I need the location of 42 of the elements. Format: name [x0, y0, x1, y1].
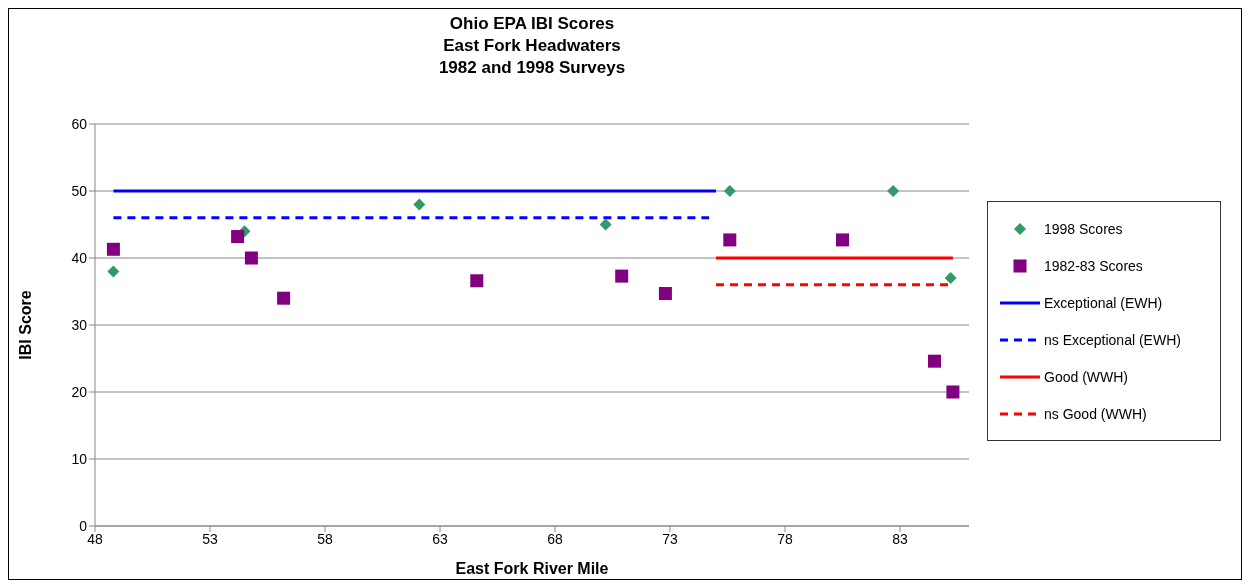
chart-title: Ohio EPA IBI Scores	[448, 13, 616, 35]
point	[470, 274, 484, 288]
y-tick-label: 60	[71, 115, 88, 132]
chart-subtitle: East Fork Headwaters 1982 and 1998 Surveys	[437, 35, 627, 79]
point	[277, 291, 291, 305]
legend-label: Good (WWH)	[1044, 368, 1128, 385]
point	[231, 230, 245, 244]
point	[658, 287, 672, 301]
point	[946, 385, 960, 399]
legend-label: ns Exceptional (EWH)	[1044, 331, 1181, 348]
x-tick-label: 48	[87, 530, 103, 547]
y-axis-title: IBI Score	[16, 290, 34, 360]
point	[107, 265, 120, 278]
x-tick-label: 78	[777, 530, 793, 547]
y-tick-label: 50	[71, 182, 88, 199]
point	[944, 272, 957, 285]
legend-label: ns Good (WWH)	[1044, 405, 1147, 422]
point	[723, 233, 737, 247]
legend-label: 1982-83 Scores	[1044, 257, 1143, 274]
x-tick-label: 58	[317, 530, 333, 547]
legend-label: Exceptional (EWH)	[1044, 294, 1163, 311]
y-tick-label: 0	[79, 517, 88, 534]
x-axis-title: East Fork River Mile	[455, 560, 609, 577]
point	[723, 185, 736, 197]
point	[244, 251, 258, 265]
point	[928, 354, 941, 368]
point	[106, 242, 120, 256]
x-tick-label: 73	[662, 530, 678, 547]
y-tick-label: 20	[71, 383, 88, 400]
point	[615, 269, 629, 283]
point	[413, 198, 426, 211]
point	[599, 218, 612, 231]
y-tick-label: 40	[71, 249, 88, 266]
legend-label: 1998 Scores	[1044, 220, 1123, 237]
y-tick-label: 30	[71, 316, 88, 333]
x-tick-label: 68	[547, 530, 563, 547]
y-tick-label: 10	[71, 450, 88, 467]
point	[836, 233, 849, 247]
point	[887, 185, 900, 197]
x-tick-label: 53	[202, 530, 218, 547]
x-tick-label: 83	[892, 530, 908, 547]
x-tick-label: 63	[432, 530, 448, 547]
